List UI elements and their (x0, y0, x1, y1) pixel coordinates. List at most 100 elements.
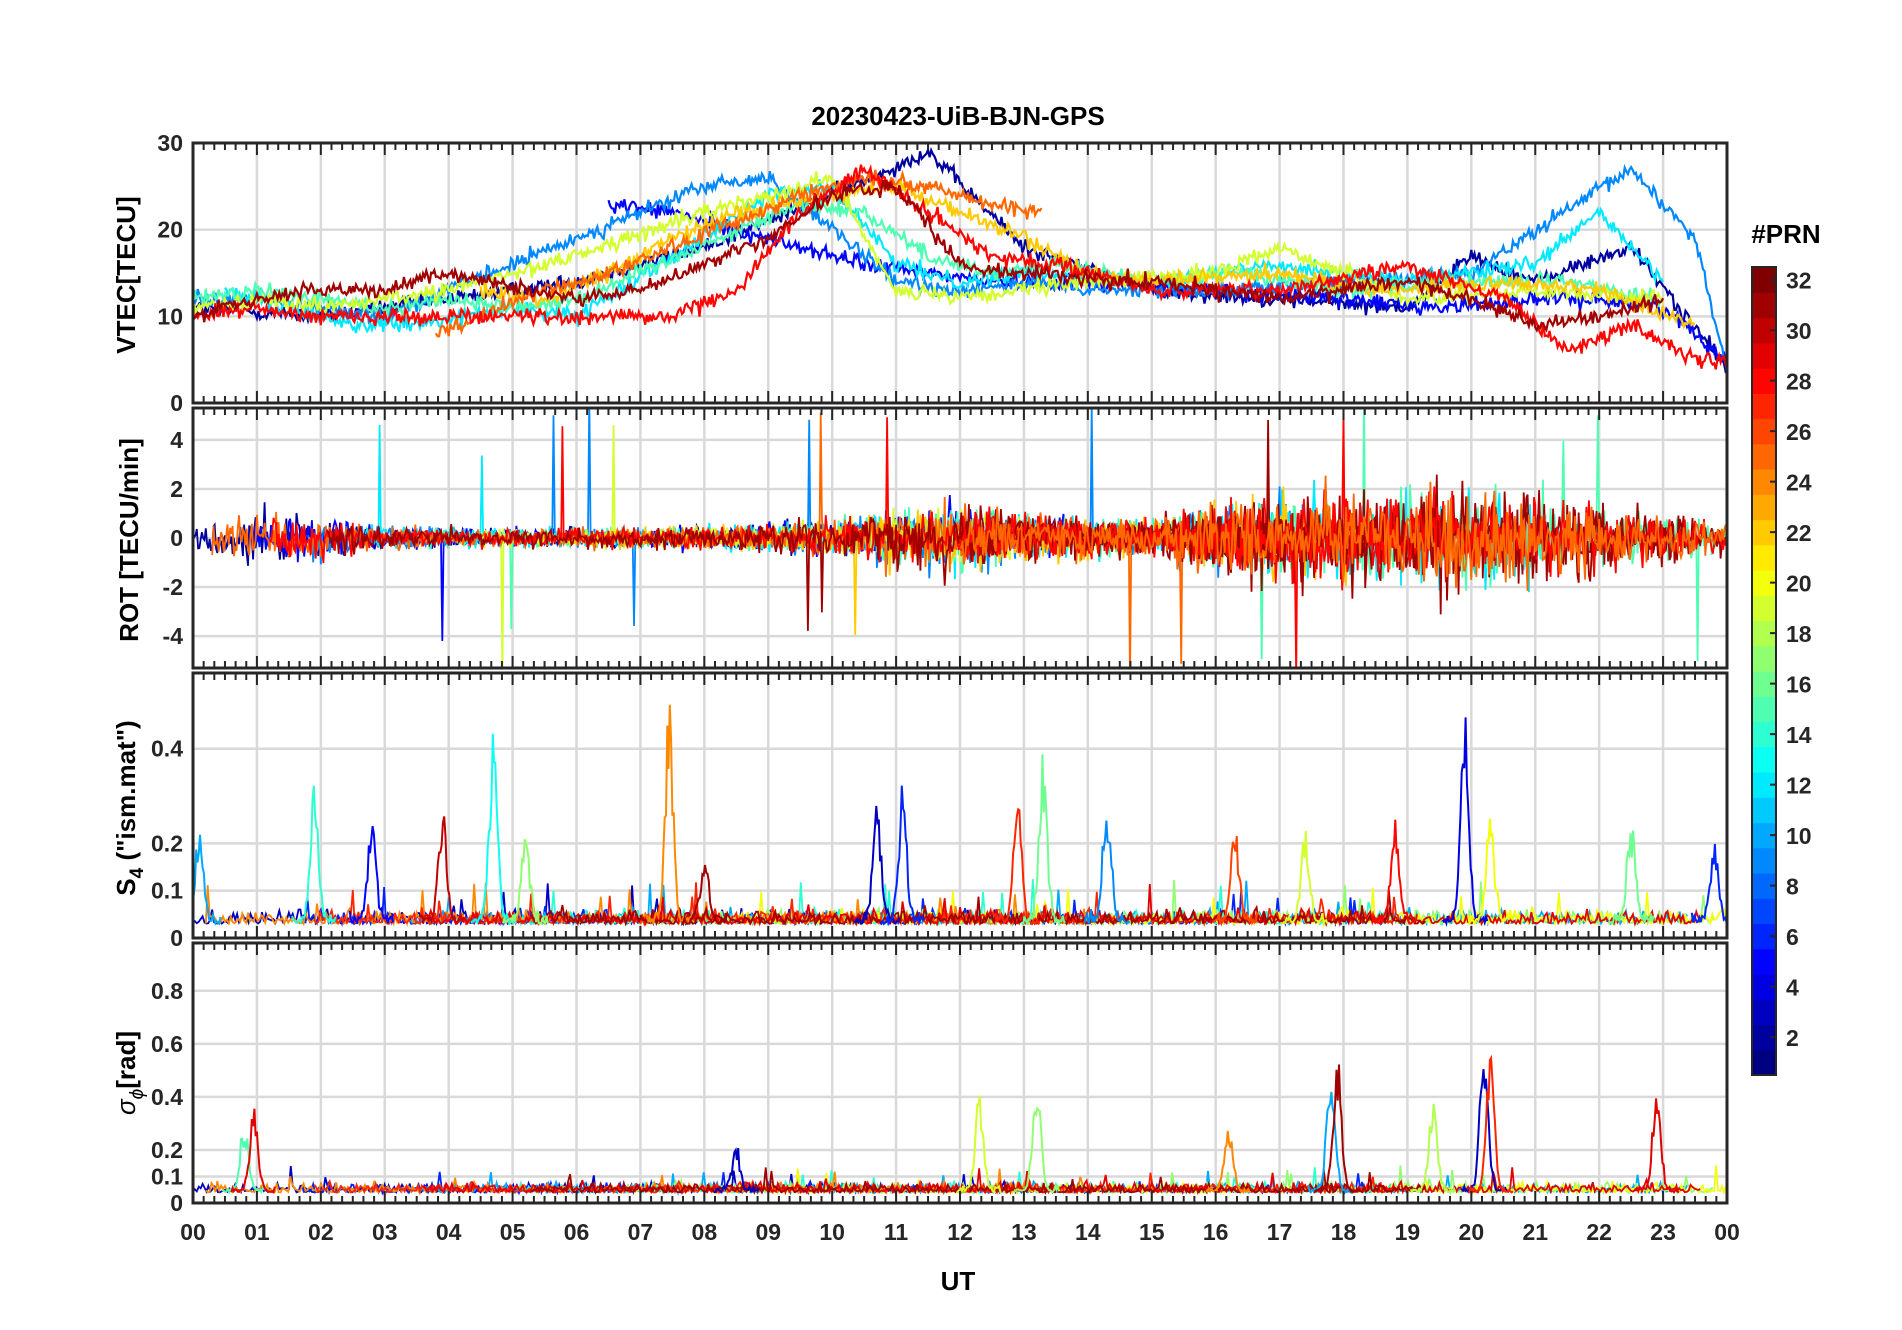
scintillation-peak (1371, 819, 1418, 925)
colorbar-swatch (1752, 544, 1776, 571)
vtec-series-line (479, 177, 1696, 330)
vtec-series-line (193, 164, 1727, 370)
colorbar-tick-label: 14 (1786, 722, 1812, 748)
y-tick-label: -4 (163, 623, 184, 649)
colorbar-swatch (1752, 948, 1776, 975)
sigma-series-line (531, 1167, 1427, 1196)
colorbar-tick-label: 32 (1786, 268, 1812, 294)
colorbar-tick-label: 28 (1786, 369, 1812, 395)
x-tick-label: 15 (1139, 1219, 1165, 1245)
scintillation-peak (681, 864, 727, 927)
scintillation-peak (713, 1147, 760, 1194)
vtec-series-line (193, 171, 1665, 317)
y-tick-label: 0 (170, 390, 183, 416)
x-tick-label: 05 (500, 1219, 526, 1245)
x-tick-label: 07 (628, 1219, 654, 1245)
colorbar-tick-label: 16 (1786, 672, 1812, 698)
x-tick-label: 23 (1650, 1219, 1676, 1245)
scintillation-peak (1013, 1105, 1061, 1194)
x-tick-label: 20 (1459, 1219, 1485, 1245)
scintillation-peak (1633, 1098, 1680, 1195)
x-tick-label: 16 (1203, 1219, 1229, 1245)
colorbar-label: #PRN (1751, 219, 1820, 249)
x-tick-label: 22 (1586, 1219, 1612, 1245)
colorbar-tick-label: 20 (1786, 571, 1812, 597)
s4-ylabel: S4 ("ism.mat") (111, 720, 148, 895)
scintillation-peak (1460, 1069, 1508, 1194)
x-tick-label: 21 (1522, 1219, 1548, 1245)
scintillation-peak (1690, 843, 1727, 924)
vtec-series-line (193, 196, 1665, 319)
scintillation-peak (1467, 818, 1514, 926)
rot-series-line (537, 486, 1358, 635)
chart-title: 20230423-UiB-BJN-GPS (811, 101, 1104, 131)
scintillation-peak (419, 816, 466, 926)
y-tick-label: 0.8 (151, 978, 183, 1004)
sigma-series-line (422, 1167, 1701, 1196)
sigma-phi-panel: 00.10.2 0.4 0.6 0.8 (151, 941, 1729, 1216)
y-tick-label: 0.2 (151, 1137, 183, 1163)
y-tick-label: 4 (170, 427, 183, 453)
x-tick-label: 14 (1075, 1219, 1101, 1245)
sigma-phi-ylabel: σϕ[rad] (111, 1031, 148, 1115)
scintillation-peak (348, 825, 395, 925)
scintillation-peak (502, 838, 549, 926)
scintillation-peak (230, 1108, 276, 1195)
scintillation-peak (853, 805, 901, 925)
scintillation-peak (1307, 1091, 1354, 1194)
x-tick-label: 12 (947, 1219, 973, 1245)
colorbar-tick-label: 26 (1786, 419, 1812, 445)
plot-area (193, 146, 1727, 374)
x-tick-label: 09 (755, 1219, 781, 1245)
y-tick-label: 0.1 (151, 1163, 183, 1189)
y-tick-label: 0.1 (151, 878, 183, 904)
rot-ylabel: ROT [TECU/min] (114, 438, 144, 642)
y-tick-label: 0 (170, 1190, 183, 1216)
colorbar-swatch (1752, 797, 1776, 824)
colorbar-swatch (1752, 292, 1776, 319)
x-tick-label: 08 (692, 1219, 718, 1245)
y-tick-label: 0.6 (151, 1031, 183, 1057)
s4-series-line (530, 890, 1427, 927)
scintillation-peak (879, 785, 926, 927)
x-tick-label: 02 (308, 1219, 334, 1245)
scintillation-peak (1083, 820, 1131, 925)
colorbar-tick-label: 30 (1786, 318, 1812, 344)
x-tick-label: 11 (884, 1219, 909, 1245)
colorbar-swatch (1752, 393, 1776, 420)
scintillation-peak (291, 785, 337, 926)
scintillation-peak (1282, 830, 1329, 928)
x-tick-label: 04 (436, 1219, 462, 1245)
x-axis-ticks: 00 01 02 03 04 05 06 07 08 09 10 11 12 13 14 15 16 17 18 19… (180, 1219, 1740, 1245)
colorbar-swatch (1752, 696, 1776, 723)
rot-series-line (959, 475, 1727, 591)
y-tick-label: 0 (170, 525, 183, 551)
colorbar-swatch (1752, 443, 1776, 470)
vtec-series-line (224, 179, 1665, 334)
x-tick-label: 01 (244, 1219, 270, 1245)
y-tick-label: 0.2 (151, 830, 183, 856)
x-tick-label: 19 (1395, 1219, 1421, 1245)
colorbar-swatch (1752, 342, 1776, 369)
y-tick-label: 30 (157, 130, 183, 156)
scintillation-peak (1441, 717, 1489, 928)
vtec-panel: 0 10 20 30 (157, 130, 1729, 416)
scintillation-peak (1313, 1064, 1361, 1195)
y-tick-label: 0.4 (151, 1084, 183, 1110)
x-tick-label: 13 (1011, 1219, 1037, 1245)
colorbar-swatch (1752, 999, 1776, 1026)
plot-area (193, 408, 1727, 668)
s4-panel: 0 0.1 0.2 0.4 (151, 671, 1729, 951)
colorbar-tick-label: 8 (1786, 874, 1799, 900)
scintillation-peak (1608, 830, 1655, 925)
colorbar-tick-label: 22 (1786, 520, 1812, 546)
colorbar-tick-label: 12 (1786, 773, 1812, 799)
colorbar-tick-label: 24 (1786, 470, 1812, 496)
y-tick-label: 0 (170, 925, 183, 951)
colorbar-tick-label: 6 (1786, 924, 1799, 950)
colorbar-swatch (1752, 898, 1776, 925)
colorbar-tick-label: 18 (1786, 621, 1812, 647)
y-tick-label: 2 (170, 476, 183, 502)
